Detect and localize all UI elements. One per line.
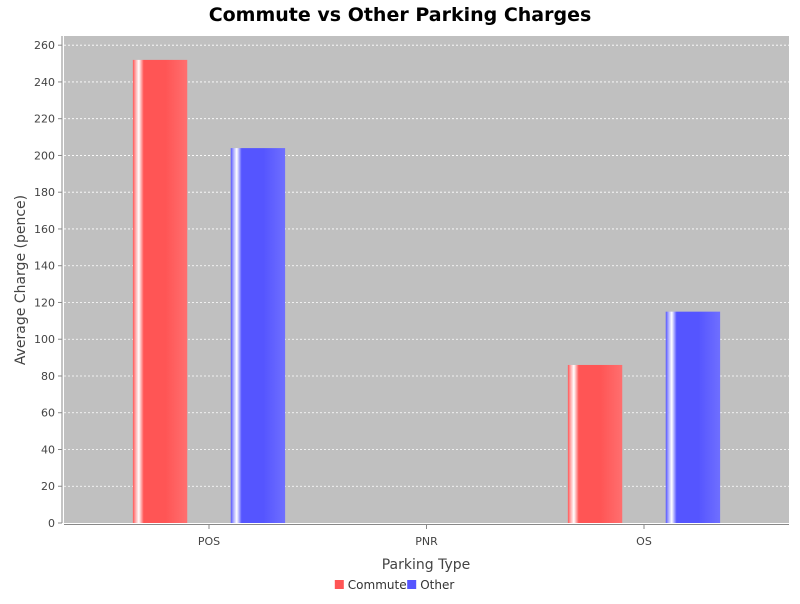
y-tick-label: 240 — [34, 76, 55, 89]
y-tick-label: 60 — [41, 407, 55, 420]
y-tick-label: 200 — [34, 149, 55, 162]
y-tick-label: 220 — [34, 113, 55, 126]
x-tick-label: OS — [636, 535, 652, 548]
y-axis-ticks: 0 20 40 60 80 100 120 140 160 180 200 220 240 260 — [34, 39, 62, 530]
y-tick-label: 100 — [34, 333, 55, 346]
legend: Commute Other — [334, 578, 454, 592]
x-tick-label: POS — [198, 535, 220, 548]
bar-commute-pos — [132, 59, 188, 524]
legend-label-other: Other — [420, 578, 454, 592]
legend-label-commute: Commute — [348, 578, 407, 592]
chart-title: Commute vs Other Parking Charges — [209, 4, 592, 26]
bar-commute-os — [567, 364, 623, 523]
legend-swatch-commute — [334, 580, 344, 589]
y-tick-label: 160 — [34, 223, 55, 236]
y-axis-label: Average Charge (pence) — [13, 195, 29, 365]
y-tick-label: 80 — [41, 370, 55, 383]
x-tick-label: PNR — [415, 535, 438, 548]
y-tick-label: 20 — [41, 480, 55, 493]
x-axis-label: Parking Type — [382, 557, 471, 573]
bar-other-pos — [230, 148, 286, 524]
y-tick-label: 260 — [34, 39, 55, 52]
x-axis-ticks: POS PNR OS — [198, 525, 652, 548]
bars — [132, 59, 721, 524]
y-tick-label: 180 — [34, 186, 55, 199]
y-tick-label: 120 — [34, 296, 55, 309]
y-tick-label: 40 — [41, 443, 55, 456]
y-tick-label: 140 — [34, 260, 55, 273]
y-tick-label: 0 — [48, 517, 55, 530]
bar-other-os — [665, 311, 721, 523]
legend-swatch-other — [407, 580, 417, 589]
